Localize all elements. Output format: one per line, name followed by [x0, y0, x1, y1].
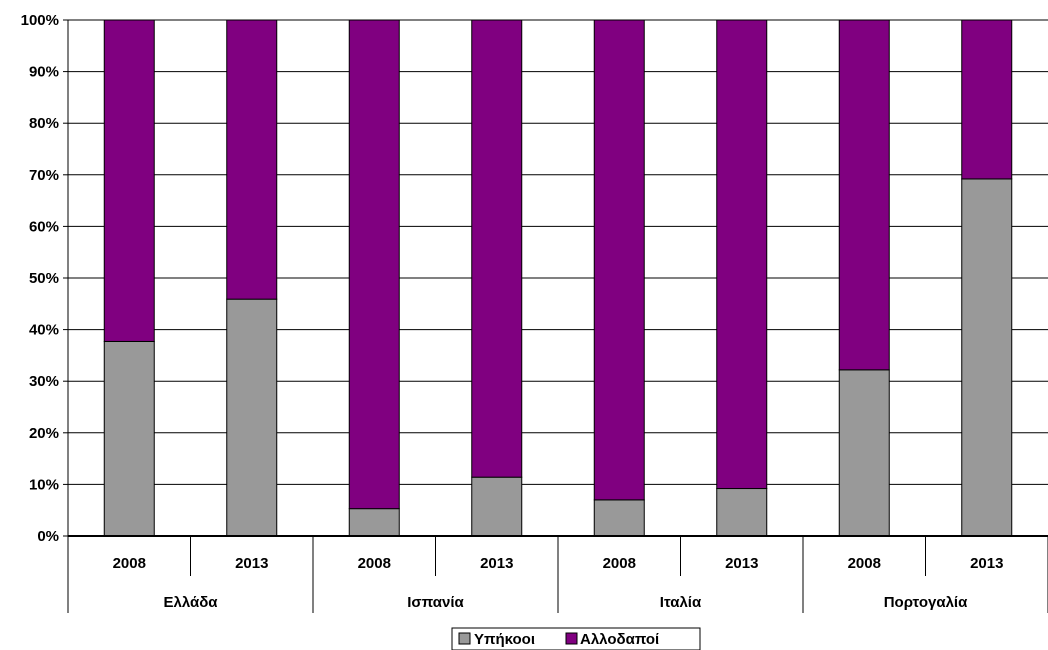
bar-segment-series-0: [103, 340, 155, 537]
bar-segment-series-0: [593, 499, 645, 537]
x-category-label: 2013: [970, 555, 1003, 572]
legend: Υπήκοοι Αλλοδαποί: [451, 627, 701, 650]
y-tick-label: 40%: [29, 322, 59, 339]
x-group-label: Ιταλία: [660, 594, 702, 611]
bar-segment-series-0: [348, 508, 400, 537]
y-tick-label: 0%: [37, 528, 59, 545]
legend-swatch-0: [458, 632, 471, 645]
bars: [103, 19, 1013, 537]
x-group-label: Πορτογαλία: [884, 594, 968, 611]
y-tick-label: 50%: [29, 270, 59, 287]
y-tick-label: 100%: [21, 12, 59, 29]
x-category-label: 2013: [235, 555, 268, 572]
y-tick-label: 70%: [29, 167, 59, 184]
legend-label-0: Υπήκοοι: [474, 631, 535, 648]
bar-segment-series-0: [716, 488, 768, 537]
legend-swatch-1: [565, 632, 578, 645]
bar-segment-series-1: [593, 19, 645, 501]
x-category-label: 2013: [480, 555, 513, 572]
x-category-label: 2008: [113, 555, 146, 572]
bar-segment-series-1: [838, 19, 890, 371]
bar-segment-series-1: [961, 19, 1013, 180]
y-tick-label: 80%: [29, 115, 59, 132]
bar-segment-series-1: [103, 19, 155, 342]
y-tick-label: 60%: [29, 218, 59, 235]
y-tick-label: 30%: [29, 373, 59, 390]
bar-segment-series-1: [348, 19, 400, 510]
x-category-label: 2008: [603, 555, 636, 572]
x-axis-ticks: 2008 2013 2008 2013 2008 2013 2008 2013 Ελλάδα Ισ…: [67, 536, 1048, 613]
x-group-label: Ισπανία: [407, 594, 464, 611]
x-category-label: 2008: [848, 555, 881, 572]
y-tick-label: 10%: [29, 476, 59, 493]
bar-segment-series-0: [471, 476, 523, 537]
x-category-label: 2013: [725, 555, 758, 572]
bar-segment-series-0: [838, 369, 890, 537]
x-category-label: 2008: [358, 555, 391, 572]
bar-segment-series-1: [716, 19, 768, 490]
bar-segment-series-0: [961, 178, 1013, 537]
y-tick-label: 90%: [29, 64, 59, 81]
legend-label-1: Αλλοδαποί: [580, 631, 659, 648]
y-axis-ticks: 0% 10% 20% 30% 40% 50% 60% 70% 80% 90% 100%: [21, 12, 68, 545]
x-group-label: Ελλάδα: [163, 594, 218, 611]
bar-segment-series-0: [226, 298, 278, 537]
bar-segment-series-1: [471, 19, 523, 478]
y-tick-label: 20%: [29, 425, 59, 442]
bar-segment-series-1: [226, 19, 278, 300]
